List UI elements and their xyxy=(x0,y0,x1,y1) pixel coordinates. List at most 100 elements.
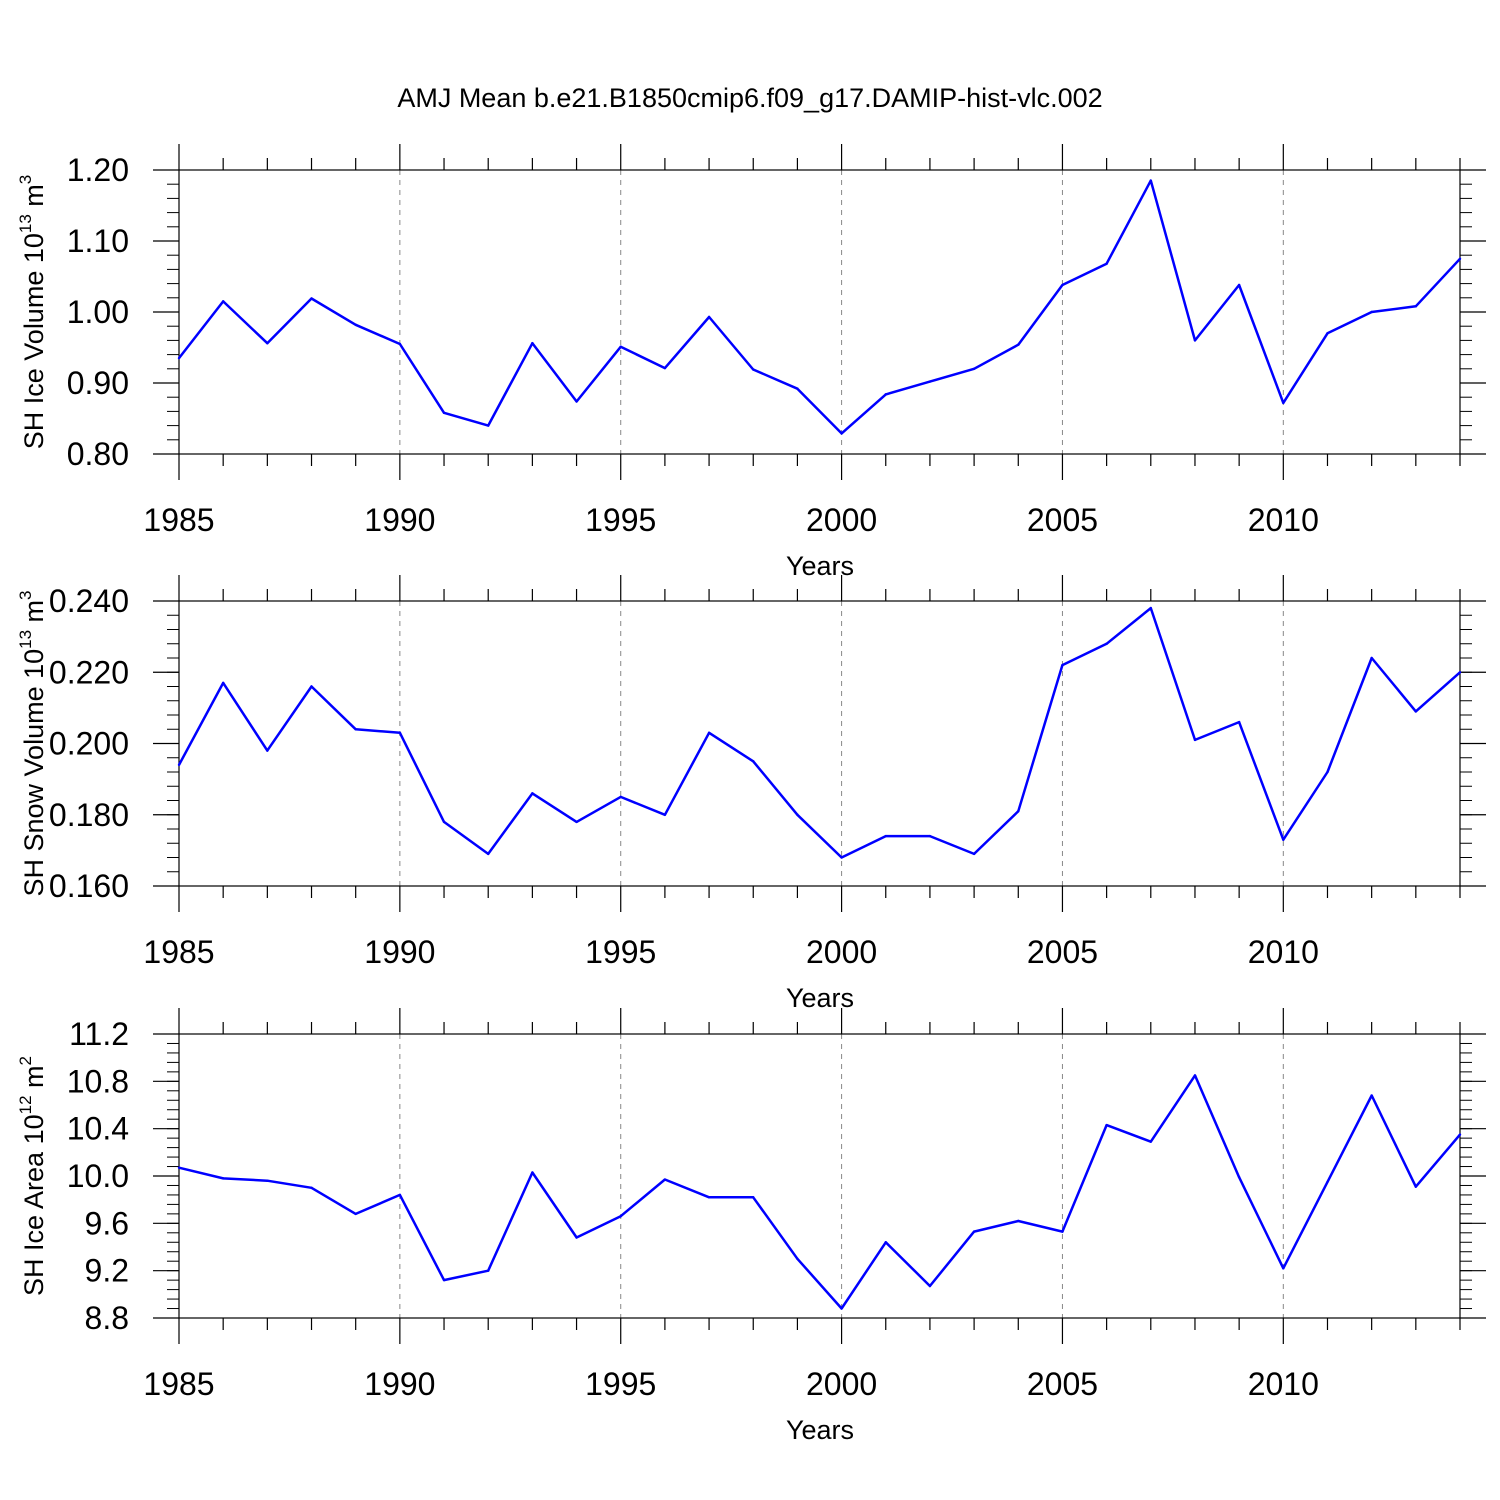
data-point xyxy=(884,1241,887,1244)
data-point xyxy=(266,342,269,345)
figure-title: AMJ Mean b.e21.B1850cmip6.f09_g17.DAMIP-… xyxy=(397,83,1102,113)
y-axis-label-ylabel: SH Ice Area 10 xyxy=(19,1114,49,1296)
y-axis-label-ylabel: SH Ice Volume 10 xyxy=(19,233,49,449)
plot-frame xyxy=(178,600,1461,887)
data-point xyxy=(1282,1267,1285,1270)
data-point xyxy=(442,1278,446,1282)
data-point xyxy=(972,1230,976,1233)
y-tick-label: 0.80 xyxy=(67,436,129,472)
panel-snow-volume: 0.160 0.180 0.200 0.220 0.240 1985 1990 1995 200… xyxy=(16,575,1486,1013)
data-point xyxy=(487,852,490,856)
data-point xyxy=(752,760,755,763)
x-tick-label: 1990 xyxy=(364,934,435,970)
y-tick-label: 10.8 xyxy=(67,1063,129,1099)
data-point xyxy=(487,424,490,427)
x-tick-label: 1985 xyxy=(143,502,214,538)
data-point xyxy=(928,834,932,838)
data-point xyxy=(221,681,225,685)
y-axis-label-ylabel-exp: 13 xyxy=(16,630,35,649)
data-point xyxy=(398,731,402,735)
y-axis-label-ylabel: SH Snow Volume 10 xyxy=(19,649,49,897)
y-tick-label: 0.240 xyxy=(49,583,129,619)
data-point xyxy=(177,1166,181,1169)
y-tick-label: 9.2 xyxy=(85,1253,129,1289)
y-axis-label-ylabel-unit-exp: 3 xyxy=(16,590,35,599)
data-point xyxy=(177,356,181,360)
data-point xyxy=(796,813,799,816)
data-point xyxy=(796,1257,799,1261)
y-tick-label: 0.200 xyxy=(49,726,129,762)
data-point xyxy=(1237,1175,1241,1179)
data-point xyxy=(619,345,622,348)
data-point xyxy=(1370,656,1373,660)
y-axis-label: SH Snow Volume 1013 m3 xyxy=(16,590,49,896)
y-axis-label-ylabel-unit: m xyxy=(19,184,49,214)
x-tick-label: 2000 xyxy=(806,934,877,970)
x-tick-label: 2005 xyxy=(1027,502,1098,538)
data-point xyxy=(884,393,887,396)
data-point xyxy=(310,685,313,688)
data-point xyxy=(1149,1140,1152,1143)
y-axis-label-ylabel-exp: 13 xyxy=(16,214,35,233)
y-tick-label: 10.4 xyxy=(67,1111,129,1147)
data-point xyxy=(1061,1230,1064,1233)
y-tick-label: 8.8 xyxy=(85,1300,129,1336)
data-point xyxy=(707,1196,711,1199)
y-tick-label: 1.20 xyxy=(67,152,129,188)
panel-ice-area: 8.8 9.2 9.6 10.0 10.4 10.8 11.2 1985 1990 1995 200… xyxy=(16,1008,1486,1445)
series-line xyxy=(177,606,1461,859)
panel-ice-volume: 0.80 0.90 1.00 1.10 1.20 1985 1990 1995 2000 2005… xyxy=(16,144,1486,581)
data-point xyxy=(575,400,578,403)
data-point xyxy=(1193,1074,1197,1077)
data-point xyxy=(1414,1185,1418,1188)
x-tick-label: 2010 xyxy=(1248,934,1319,970)
data-point xyxy=(575,1236,578,1239)
data-point xyxy=(575,820,578,824)
data-point xyxy=(531,1171,534,1174)
x-tick-label: 1995 xyxy=(585,934,656,970)
data-point xyxy=(1237,283,1241,287)
x-tick-label: 2005 xyxy=(1027,934,1098,970)
data-point xyxy=(1149,179,1152,182)
plot-frame xyxy=(178,169,1461,455)
y-tick-label: 1.00 xyxy=(67,294,129,330)
series-line xyxy=(178,179,1461,435)
plot-frame xyxy=(178,1033,1461,1319)
x-tick-label: 2010 xyxy=(1248,1366,1319,1402)
data-point xyxy=(354,323,357,326)
data-point xyxy=(796,387,799,390)
data-point xyxy=(619,1215,622,1218)
x-axis-label: Years xyxy=(786,983,854,1013)
data-point xyxy=(840,856,843,859)
y-tick-label: 11.2 xyxy=(69,1016,129,1052)
data-point xyxy=(840,432,843,435)
y-axis-label: SH Ice Volume 1013 m3 xyxy=(16,175,49,450)
data-point xyxy=(310,297,313,300)
y-tick-label: 0.180 xyxy=(49,797,129,833)
y-tick-label: 1.10 xyxy=(67,223,129,259)
data-point xyxy=(752,368,755,371)
x-axis-label: Years xyxy=(786,551,854,581)
data-point xyxy=(1414,710,1418,713)
data-point xyxy=(1326,1180,1329,1184)
data-point xyxy=(442,820,446,824)
data-point xyxy=(707,315,711,319)
y-tick-label: 10.0 xyxy=(67,1158,129,1194)
data-point xyxy=(663,366,667,370)
data-point xyxy=(1458,1133,1462,1136)
data-point xyxy=(1105,642,1108,645)
data-point xyxy=(928,380,932,383)
x-tick-label: 2000 xyxy=(806,502,877,538)
data-point xyxy=(221,1177,225,1180)
data-point xyxy=(1017,343,1020,346)
x-tick-label: 1985 xyxy=(143,934,214,970)
data-point xyxy=(884,834,887,838)
data-point xyxy=(442,411,446,415)
data-point xyxy=(1282,401,1285,405)
series-line xyxy=(178,1074,1461,1310)
data-point xyxy=(266,749,269,752)
data-point xyxy=(1326,770,1329,774)
x-tick-label: 1990 xyxy=(364,502,435,538)
y-axis-label-ylabel-unit-exp: 3 xyxy=(16,175,35,184)
